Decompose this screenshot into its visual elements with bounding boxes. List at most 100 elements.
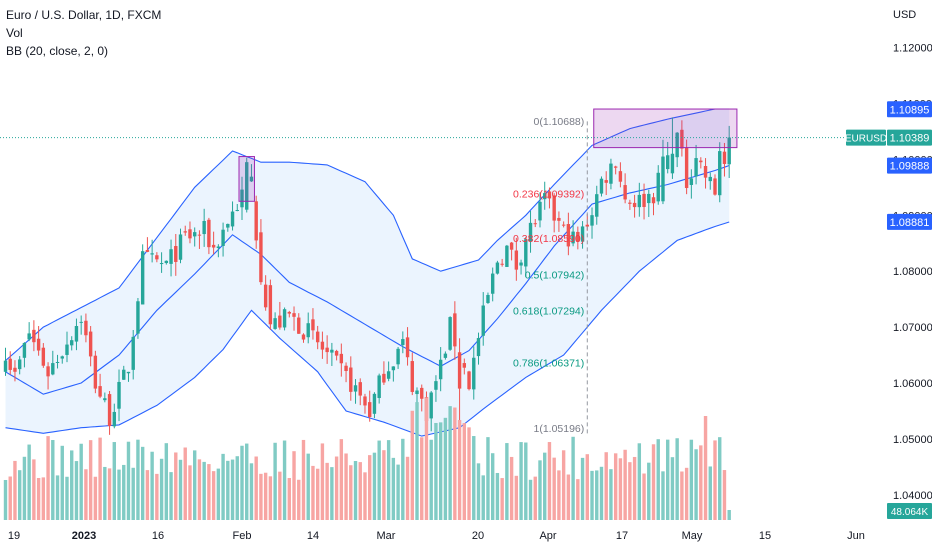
candle[interactable]: [462, 358, 467, 375]
candle[interactable]: [618, 162, 623, 188]
candle[interactable]: [713, 174, 717, 196]
candle[interactable]: [226, 223, 230, 232]
rectangle-drawing-2[interactable]: [593, 108, 738, 149]
candle[interactable]: [8, 351, 12, 375]
candle[interactable]: [136, 297, 140, 339]
candle[interactable]: [670, 117, 675, 179]
candle[interactable]: [32, 320, 36, 352]
candle[interactable]: [613, 165, 618, 175]
candle[interactable]: [429, 391, 433, 432]
candle[interactable]: [41, 343, 46, 368]
candle[interactable]: [306, 312, 310, 344]
candle[interactable]: [112, 403, 116, 429]
candle[interactable]: [145, 237, 150, 253]
candle[interactable]: [103, 392, 107, 403]
candle[interactable]: [216, 244, 221, 258]
candle[interactable]: [17, 356, 22, 375]
candle[interactable]: [481, 292, 485, 346]
candle[interactable]: [368, 390, 372, 422]
candle[interactable]: [405, 327, 410, 366]
candle[interactable]: [448, 316, 452, 351]
candle[interactable]: [282, 307, 287, 331]
candle[interactable]: [703, 158, 708, 189]
candle[interactable]: [22, 342, 27, 368]
candle[interactable]: [273, 312, 277, 330]
candle[interactable]: [637, 182, 642, 217]
candle[interactable]: [320, 331, 325, 359]
candle[interactable]: [609, 158, 613, 190]
candle[interactable]: [287, 310, 291, 318]
candle[interactable]: [675, 132, 679, 168]
candle[interactable]: [443, 351, 448, 360]
candle[interactable]: [268, 279, 273, 330]
candle[interactable]: [505, 244, 509, 267]
candle[interactable]: [500, 258, 504, 267]
candle[interactable]: [169, 239, 173, 277]
candle[interactable]: [509, 241, 514, 261]
candle[interactable]: [349, 356, 353, 401]
candle[interactable]: [528, 210, 533, 253]
candle[interactable]: [382, 361, 386, 385]
candle[interactable]: [689, 169, 694, 199]
candle[interactable]: [661, 139, 665, 205]
candle[interactable]: [245, 157, 249, 213]
candle[interactable]: [363, 393, 367, 414]
candle[interactable]: [727, 125, 731, 178]
candle[interactable]: [590, 207, 594, 239]
candlesticks[interactable]: [3, 117, 731, 435]
candle[interactable]: [486, 292, 490, 304]
candle[interactable]: [65, 331, 69, 363]
candle[interactable]: [401, 331, 405, 354]
candle[interactable]: [292, 306, 296, 331]
candle[interactable]: [221, 222, 225, 257]
candle[interactable]: [623, 173, 627, 204]
candle[interactable]: [230, 201, 235, 231]
candle[interactable]: [396, 347, 400, 369]
candle[interactable]: [519, 259, 523, 275]
candle[interactable]: [353, 379, 358, 404]
candle[interactable]: [254, 195, 258, 249]
candle[interactable]: [656, 165, 660, 205]
candle[interactable]: [36, 326, 41, 356]
candle[interactable]: [140, 244, 145, 305]
candle[interactable]: [126, 371, 131, 382]
volume-legend[interactable]: Vol: [6, 26, 23, 40]
price-label-lower-band[interactable]: 1.08881: [887, 213, 932, 230]
candle[interactable]: [311, 308, 315, 340]
candle[interactable]: [334, 349, 339, 361]
candle[interactable]: [722, 142, 727, 177]
candle[interactable]: [490, 267, 495, 302]
candle[interactable]: [543, 181, 547, 210]
candle[interactable]: [377, 373, 381, 404]
candle[interactable]: [155, 252, 159, 263]
candle[interactable]: [708, 172, 712, 190]
candle[interactable]: [533, 219, 537, 228]
candle[interactable]: [301, 333, 306, 343]
candle[interactable]: [178, 228, 183, 264]
candle[interactable]: [278, 301, 282, 330]
candle[interactable]: [211, 231, 216, 255]
candle[interactable]: [571, 220, 575, 247]
candle[interactable]: [3, 347, 8, 376]
candle[interactable]: [159, 252, 164, 273]
candle[interactable]: [552, 193, 556, 233]
rectangle-drawing-1[interactable]: [238, 156, 255, 202]
candle[interactable]: [372, 392, 377, 419]
candle[interactable]: [174, 233, 178, 276]
price-label-symbol[interactable]: EURUSD: [845, 129, 887, 146]
candle[interactable]: [235, 203, 239, 212]
bollinger-legend[interactable]: BB (20, close, 2, 0): [6, 44, 109, 58]
candle[interactable]: [27, 322, 31, 342]
candle[interactable]: [183, 225, 187, 236]
price-label-basis[interactable]: 1.09888: [887, 157, 932, 174]
candle[interactable]: [98, 373, 102, 399]
candle[interactable]: [547, 187, 552, 209]
price-label-upper-band[interactable]: 1.10895: [887, 101, 932, 118]
candle[interactable]: [514, 237, 519, 281]
candle[interactable]: [453, 301, 457, 360]
candle[interactable]: [207, 217, 211, 255]
candle[interactable]: [74, 318, 79, 351]
candle[interactable]: [628, 199, 632, 210]
candle[interactable]: [647, 189, 651, 217]
